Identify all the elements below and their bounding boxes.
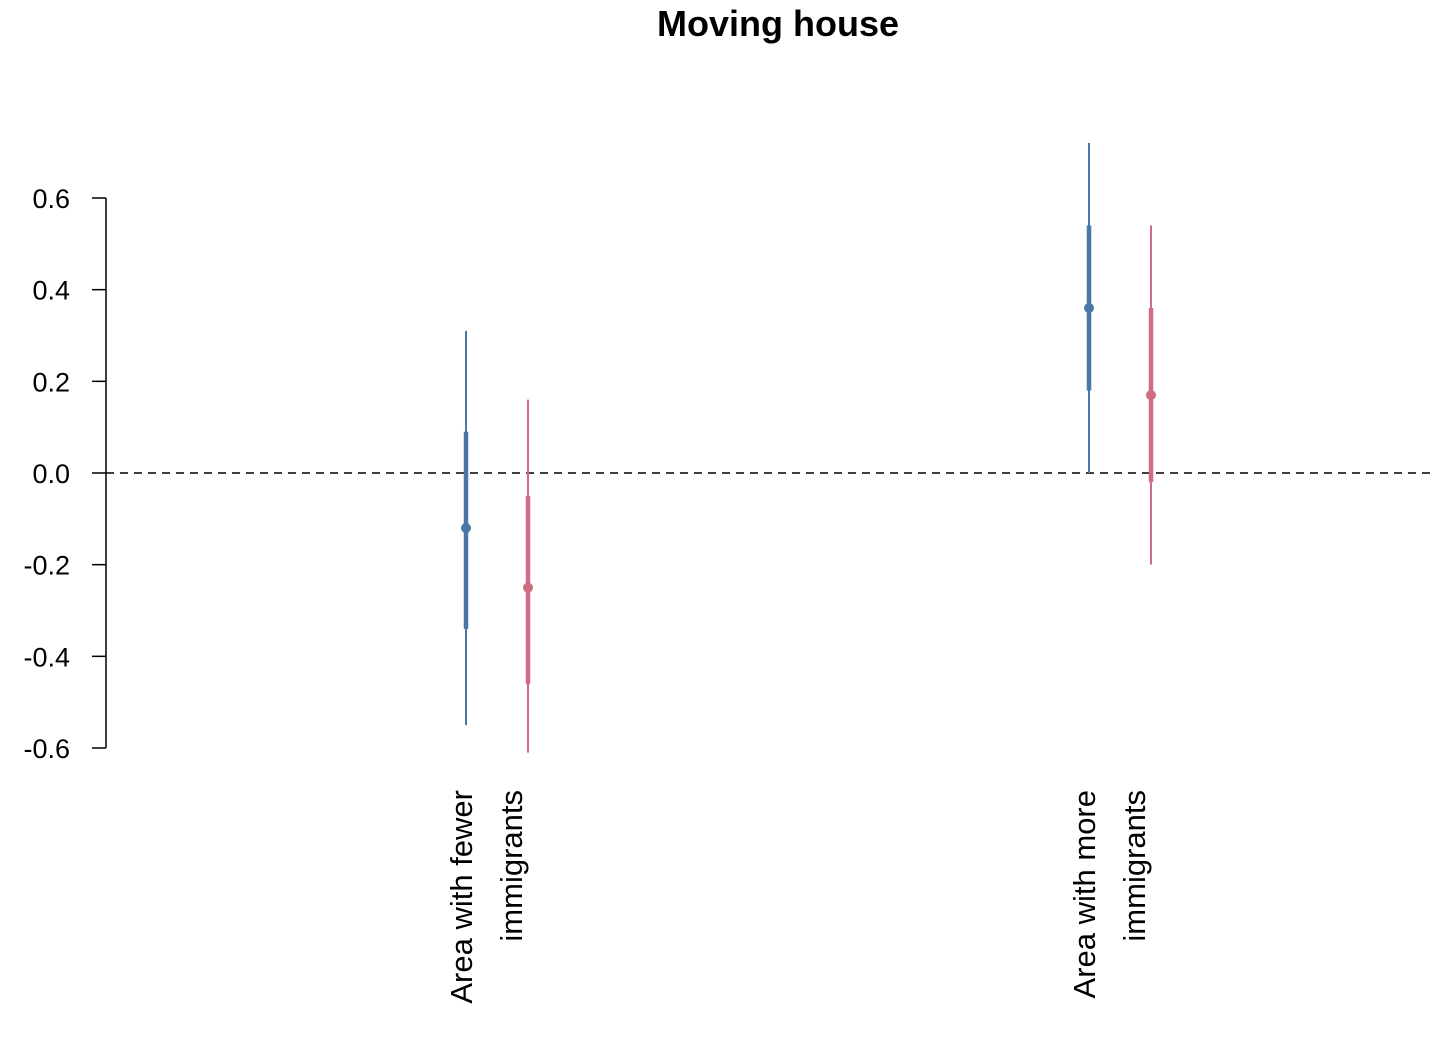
category-label-line: Area with more <box>1067 790 1102 998</box>
plot-area <box>461 143 1156 753</box>
category-label-line: immigrants <box>1117 790 1152 942</box>
y-tick-label: 0.6 <box>32 184 70 214</box>
category-label: Area with fewer immigrants <box>444 790 529 1004</box>
y-tick-label: 0.2 <box>32 367 70 397</box>
y-axis: 0.6 0.4 0.2 0.0 -0.2 -0.4 -0.6 <box>23 184 107 764</box>
category-labels: Area with fewer immigrants Area with more i… <box>444 790 1152 1004</box>
point-estimate <box>1146 390 1156 401</box>
category-label-line: immigrants <box>494 790 529 942</box>
chart-title: Moving house <box>657 3 899 44</box>
category-label: Area with more immigrants <box>1067 790 1152 998</box>
point-estimate <box>1084 303 1094 313</box>
y-tick-label: 0.0 <box>32 459 70 489</box>
category-label-line: Area with fewer <box>444 790 479 1004</box>
y-tick-label: -0.4 <box>23 642 70 672</box>
y-tick-label: -0.2 <box>23 551 70 581</box>
point-estimate <box>461 523 471 533</box>
y-tick-label: -0.6 <box>23 734 70 764</box>
point-estimate <box>523 582 533 593</box>
y-tick-label: 0.4 <box>32 276 70 306</box>
